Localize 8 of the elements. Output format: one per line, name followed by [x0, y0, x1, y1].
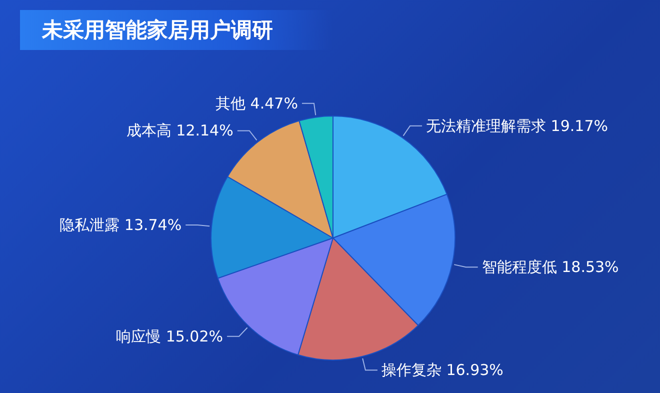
slice-label: 其他 4.47%	[216, 94, 298, 112]
slice-label: 响应慢 15.02%	[116, 327, 224, 346]
slice-label: 操作复杂 16.93%	[381, 361, 504, 380]
slice-label: 隐私泄露 13.74%	[60, 216, 182, 234]
slice-label: 成本高 12.14%	[126, 122, 234, 140]
slice-label: 无法精准理解需求 19.17%	[426, 116, 608, 135]
slice-label: 智能程度低 18.53%	[482, 258, 619, 276]
chart-title: 未采用智能家居用户调研	[20, 10, 333, 50]
